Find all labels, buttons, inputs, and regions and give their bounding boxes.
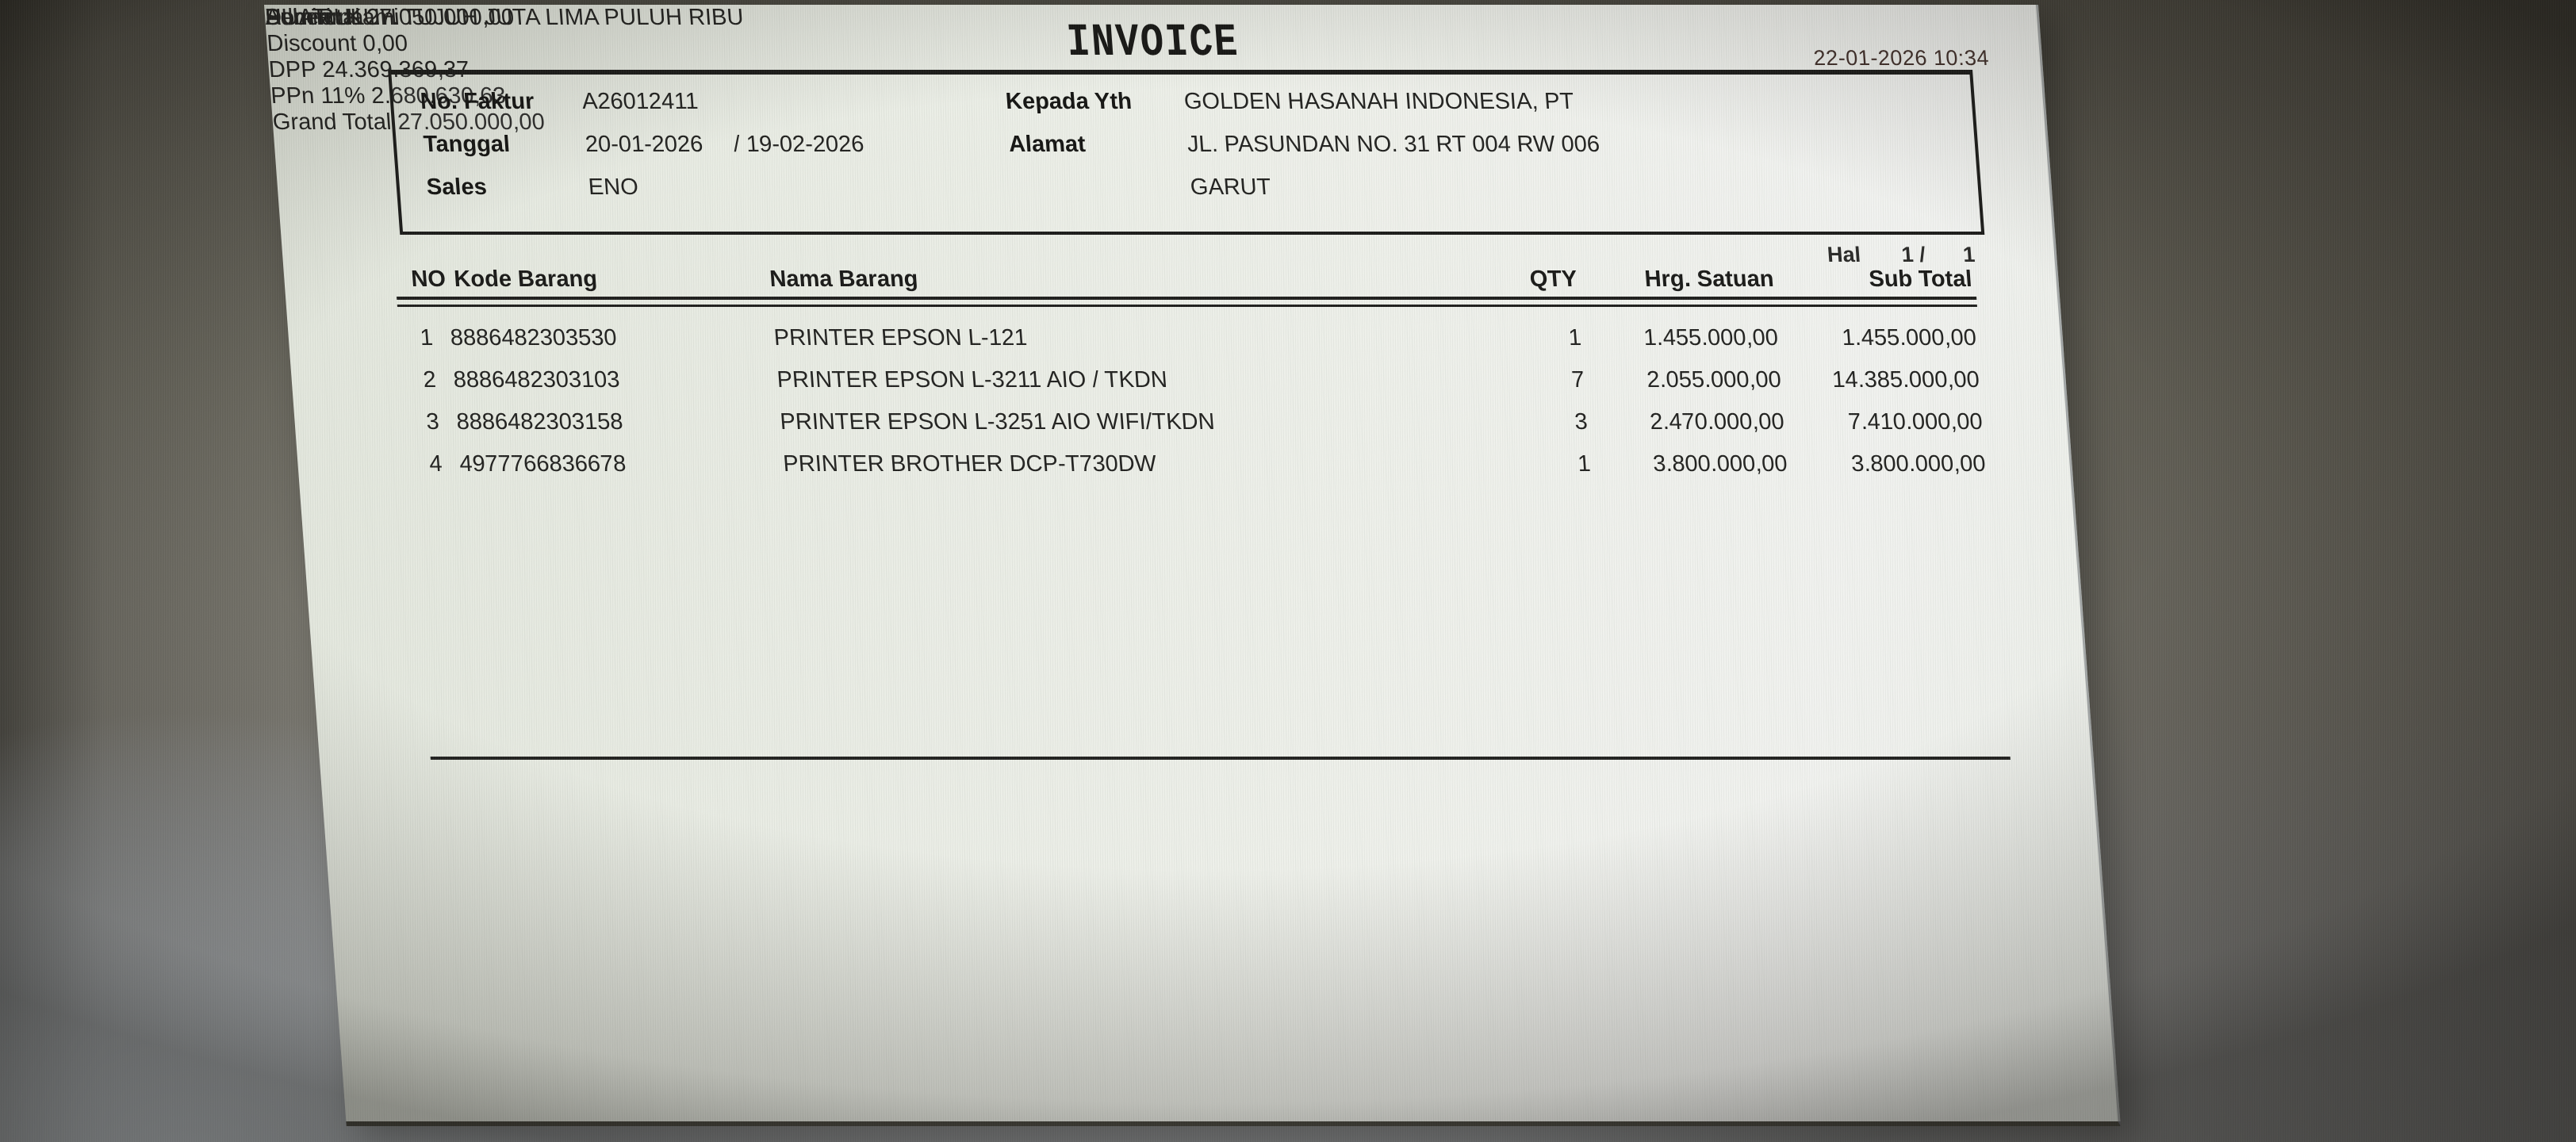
cell-kode: 4977766836678 <box>458 451 627 477</box>
cell-nama: PRINTER EPSON L-121 <box>772 325 1029 351</box>
total-value: 0,00 <box>362 31 409 56</box>
tanggal-value: 20-01-2026 <box>584 132 704 157</box>
cell-nama: PRINTER EPSON L-3251 AIO WIFI/TKDN <box>779 409 1216 435</box>
cell-hrg: 2.470.000,00 <box>1649 409 1785 435</box>
page-indicator-current: 1 / <box>1900 243 1926 266</box>
items-table-header: NO Kode Barang Nama Barang QTY Hrg. Satu… <box>283 266 2057 293</box>
cell-subtotal: 7.410.000,00 <box>1847 409 1984 435</box>
alamat-line1: JL. PASUNDAN NO. 31 RT 004 RW 006 <box>1186 132 1601 157</box>
cell-kode: 8886482303103 <box>452 367 621 393</box>
alamat-line2: GARUT <box>1189 174 1272 200</box>
kepada-label: Kepada Yth <box>1004 89 1133 114</box>
cell-qty: 1 <box>1567 325 1583 351</box>
cell-hrg: 3.800.000,00 <box>1652 451 1788 477</box>
kepada-value: GOLDEN HASANAH INDONESIA, PT <box>1183 89 1575 114</box>
sales-value: ENO <box>587 174 639 200</box>
cell-no: 4 <box>428 451 443 477</box>
page-indicator-total: 1 <box>1961 243 1976 266</box>
no-faktur-label: No. Faktur <box>419 89 535 114</box>
table-row: 4 4977766836678 PRINTER BROTHER DCP-T730… <box>297 451 2072 493</box>
cell-nama: PRINTER BROTHER DCP-T730DW <box>782 451 1158 477</box>
invoice-info-box: No. Faktur A26012411 Tanggal 20-01-2026 … <box>388 70 1985 235</box>
invoice-document-page: INVOICE 22-01-2026 10:34 No. Faktur A260… <box>264 5 2121 1126</box>
header-no: NO <box>410 266 447 292</box>
footer-rule <box>430 757 2011 760</box>
cell-subtotal: 14.385.000,00 <box>1831 367 1980 393</box>
total-label: DPP <box>267 57 317 82</box>
printed-timestamp: 22-01-2026 10:34 <box>1812 46 1991 70</box>
cell-hrg: 2.055.000,00 <box>1646 367 1782 393</box>
cell-subtotal: 1.455.000,00 <box>1841 325 1978 351</box>
header-nama: Nama Barang <box>769 266 919 292</box>
cell-nama: PRINTER EPSON L-3211 AIO / TKDN <box>776 367 1169 393</box>
table-row: 3 8886482303158 PRINTER EPSON L-3251 AIO… <box>293 409 2068 451</box>
no-faktur-value: A26012411 <box>581 89 700 114</box>
cell-no: 2 <box>422 367 437 393</box>
header-hrg: Hrg. Satuan <box>1643 266 1775 292</box>
cell-kode: 8886482303530 <box>449 325 618 351</box>
cell-subtotal: 3.800.000,00 <box>1850 451 1987 477</box>
total-label: PPn 11% <box>270 83 366 109</box>
signature-penerima: Penerima <box>264 5 365 30</box>
page-indicator-label: Hal <box>1826 243 1862 266</box>
tanggal-label: Tanggal <box>422 132 512 157</box>
total-label: Discount <box>266 31 358 56</box>
cell-kode: 8886482303158 <box>455 409 624 435</box>
table-row: 1 8886482303530 PRINTER EPSON L-121 1 1.… <box>288 325 2063 367</box>
table-row: 2 8886482303103 PRINTER EPSON L-3211 AIO… <box>291 367 2066 409</box>
sales-label: Sales <box>425 174 488 200</box>
total-label: Grand Total <box>271 109 393 135</box>
alamat-label: Alamat <box>1007 132 1087 157</box>
table-header-rule <box>397 297 1977 307</box>
cell-qty: 1 <box>1577 451 1592 477</box>
header-qty: QTY <box>1528 266 1578 292</box>
jatuh-tempo-value: / 19-02-2026 <box>732 132 865 157</box>
cell-no: 3 <box>425 409 440 435</box>
items-table-body: 1 8886482303530 PRINTER EPSON L-121 1 1.… <box>288 325 2072 493</box>
page-indicator: Hal 1 / 1 <box>1827 243 1976 267</box>
header-kode: Kode Barang <box>453 266 599 292</box>
cell-hrg: 1.455.000,00 <box>1643 325 1780 351</box>
cell-no: 1 <box>419 325 435 351</box>
header-subtotal: Sub Total <box>1868 266 1973 292</box>
cell-qty: 3 <box>1574 409 1589 435</box>
cell-qty: 7 <box>1570 367 1585 393</box>
